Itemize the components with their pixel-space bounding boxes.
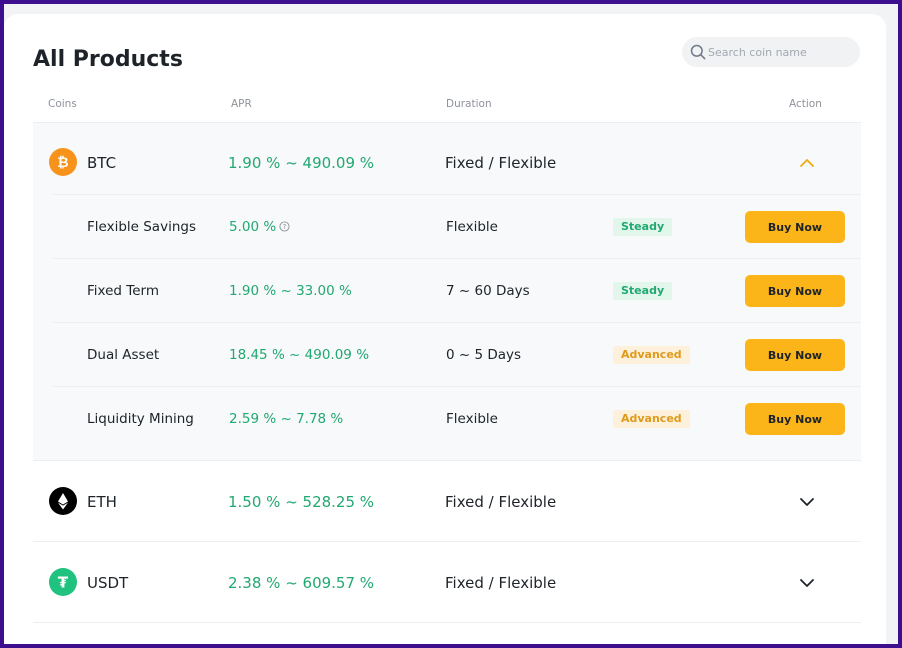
row-divider <box>53 194 861 195</box>
coin-row-usdt[interactable]: ₮ USDT 2.38 % ~ 609.57 % Fixed / Flexibl… <box>33 542 861 622</box>
svg-text:₮: ₮ <box>58 574 69 592</box>
buy-now-button[interactable]: Buy Now <box>745 211 845 243</box>
row-divider <box>33 622 861 623</box>
product-apr-value: 5.00 % <box>229 219 277 235</box>
product-name: Flexible Savings <box>87 219 196 235</box>
coin-row-btc[interactable]: ₿ BTC 1.90 % ~ 490.09 % Fixed / Flexible <box>33 123 861 203</box>
app-frame: All Products Coins APR Duration Action ₿… <box>4 4 898 644</box>
product-row-liquidity-mining: Liquidity Mining 2.59 % ~ 7.78 % Flexibl… <box>33 387 861 451</box>
page-title: All Products <box>33 47 183 72</box>
product-row-flexible-savings: Flexible Savings 5.00 %? Flexible Steady… <box>33 195 861 259</box>
product-duration: 7 ~ 60 Days <box>446 283 530 299</box>
svg-text:₿: ₿ <box>57 155 68 171</box>
row-divider <box>53 386 861 387</box>
row-divider <box>53 258 861 259</box>
product-apr: 1.90 % ~ 33.00 % <box>229 283 352 299</box>
coin-duration: Fixed / Flexible <box>445 493 557 511</box>
product-apr: 18.45 % ~ 490.09 % <box>229 347 370 363</box>
coin-symbol: BTC <box>87 154 117 172</box>
ethereum-icon <box>49 487 77 515</box>
risk-badge-advanced: Advanced <box>613 410 690 428</box>
chevron-down-icon[interactable] <box>799 494 815 510</box>
buy-now-button[interactable]: Buy Now <box>745 339 845 371</box>
risk-badge-advanced: Advanced <box>613 346 690 364</box>
svg-text:?: ? <box>283 223 287 231</box>
row-divider <box>33 460 861 461</box>
coin-apr-range: 1.50 % ~ 528.25 % <box>228 493 375 511</box>
coin-symbol: USDT <box>87 574 129 592</box>
coin-duration: Fixed / Flexible <box>445 574 557 592</box>
buy-now-button[interactable]: Buy Now <box>745 403 845 435</box>
search-box[interactable] <box>682 37 860 67</box>
product-name: Dual Asset <box>87 347 160 363</box>
risk-badge-steady: Steady <box>613 218 673 236</box>
product-duration: Flexible <box>446 411 498 427</box>
btc-expanded-panel <box>33 123 861 460</box>
coin-apr-range: 2.38 % ~ 609.57 % <box>228 574 375 592</box>
header-coins: Coins <box>48 98 77 110</box>
coin-row-eth[interactable]: ETH 1.50 % ~ 528.25 % Fixed / Flexible <box>33 461 861 541</box>
tether-icon: ₮ <box>49 568 77 596</box>
product-apr: 5.00 %? <box>229 219 290 235</box>
bitcoin-icon: ₿ <box>49 148 77 176</box>
row-divider <box>53 322 861 323</box>
header-apr: APR <box>231 98 252 110</box>
coin-duration: Fixed / Flexible <box>445 154 557 172</box>
buy-now-button[interactable]: Buy Now <box>745 275 845 307</box>
search-icon <box>690 44 706 60</box>
products-card: All Products Coins APR Duration Action ₿… <box>4 14 886 644</box>
product-apr: 2.59 % ~ 7.78 % <box>229 411 344 427</box>
chevron-up-icon[interactable] <box>799 155 815 171</box>
header-action: Action <box>789 98 822 110</box>
product-row-fixed-term: Fixed Term 1.90 % ~ 33.00 % 7 ~ 60 Days … <box>33 259 861 323</box>
coin-symbol: ETH <box>87 493 117 511</box>
product-name: Fixed Term <box>87 283 159 299</box>
question-circle-icon[interactable]: ? <box>279 221 290 232</box>
header-duration: Duration <box>446 98 492 110</box>
row-divider <box>33 541 861 542</box>
product-duration: Flexible <box>446 219 498 235</box>
header-divider <box>33 122 861 123</box>
product-row-dual-asset: Dual Asset 18.45 % ~ 490.09 % 0 ~ 5 Days… <box>33 323 861 387</box>
product-duration: 0 ~ 5 Days <box>446 347 522 363</box>
chevron-down-icon[interactable] <box>799 575 815 591</box>
product-name: Liquidity Mining <box>87 411 194 427</box>
search-input[interactable] <box>708 37 856 67</box>
coin-apr-range: 1.90 % ~ 490.09 % <box>228 154 375 172</box>
risk-badge-steady: Steady <box>613 282 673 300</box>
